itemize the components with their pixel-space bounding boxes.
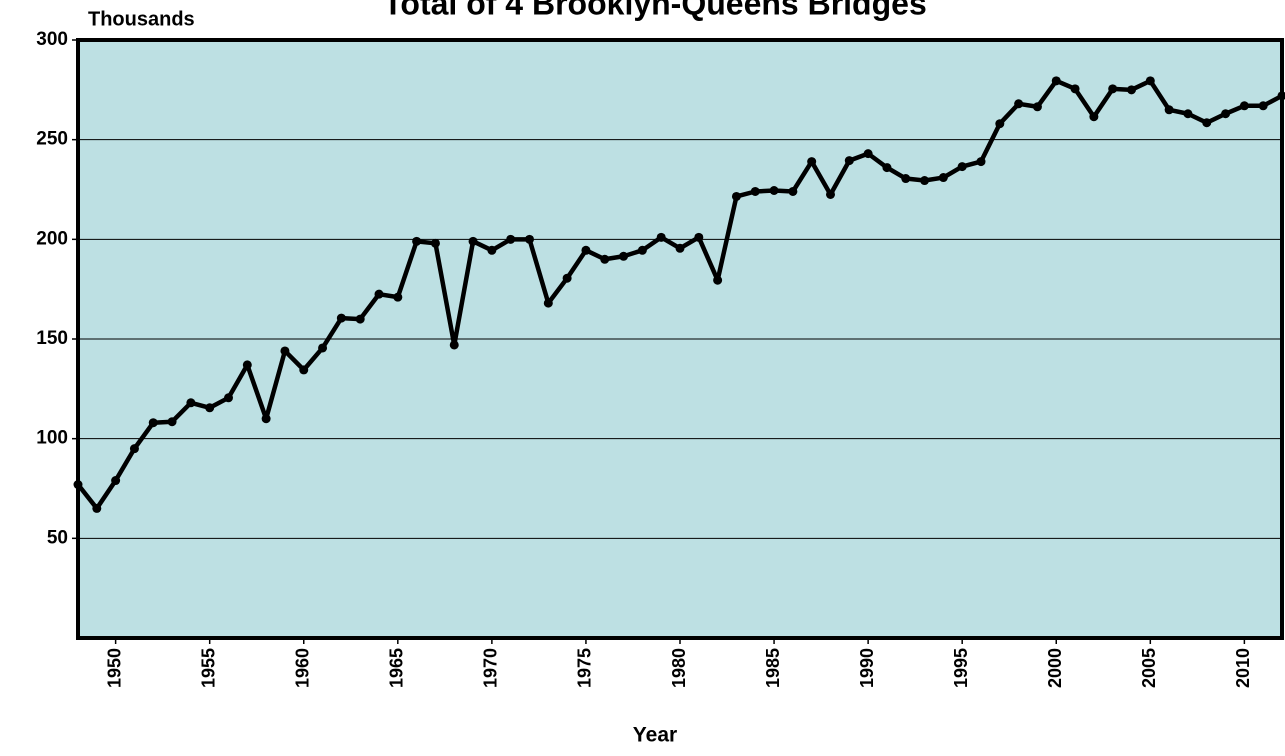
data-point [1183, 109, 1192, 118]
data-point [676, 244, 685, 253]
data-point [168, 417, 177, 426]
data-point [826, 190, 835, 199]
data-point [205, 403, 214, 412]
data-point [262, 414, 271, 423]
data-point [412, 237, 421, 246]
x-tick-label: 1985 [763, 648, 783, 688]
x-tick-label: 1975 [575, 648, 595, 688]
x-tick-label: 1955 [198, 648, 218, 688]
x-tick-label: 1990 [857, 648, 877, 688]
chart-title: Total of 4 Brooklyn-Queens Bridges [383, 0, 926, 21]
x-tick-label: 1995 [951, 648, 971, 688]
data-point [130, 444, 139, 453]
y-tick-label: 100 [36, 428, 68, 449]
data-point [431, 239, 440, 248]
data-point [1240, 101, 1249, 110]
data-point [694, 233, 703, 242]
data-point [1014, 99, 1023, 108]
y-tick-label: 50 [47, 527, 68, 548]
data-point [506, 235, 515, 244]
data-point [713, 276, 722, 285]
data-point [393, 293, 402, 302]
data-point [732, 192, 741, 201]
data-point [149, 418, 158, 427]
data-point [807, 157, 816, 166]
data-point [243, 360, 252, 369]
data-point [280, 346, 289, 355]
data-point [92, 504, 101, 513]
data-point [224, 393, 233, 402]
data-point [318, 343, 327, 352]
data-point [1127, 85, 1136, 94]
x-tick-label: 1950 [104, 648, 124, 688]
data-point [1071, 84, 1080, 93]
data-point [788, 187, 797, 196]
data-point [939, 173, 948, 182]
data-point [619, 252, 628, 261]
data-point [487, 246, 496, 255]
data-point [977, 157, 986, 166]
data-point [1033, 102, 1042, 111]
y-tick-label: 300 [36, 29, 68, 50]
data-point [581, 246, 590, 255]
data-point [1221, 109, 1230, 118]
y-tick-label: 200 [36, 228, 68, 249]
data-point [299, 365, 308, 374]
x-tick-label: 2000 [1045, 648, 1065, 688]
data-point [901, 174, 910, 183]
y-tick-label: 250 [36, 129, 68, 150]
x-tick-label: 1960 [293, 648, 313, 688]
data-point [1202, 118, 1211, 127]
data-point [1165, 105, 1174, 114]
data-point [186, 398, 195, 407]
data-point [657, 233, 666, 242]
data-point [958, 162, 967, 171]
data-point [638, 246, 647, 255]
x-tick-label: 1970 [481, 648, 501, 688]
x-axis-label: Year [633, 724, 677, 747]
data-point [1089, 112, 1098, 121]
data-point [1146, 76, 1155, 85]
x-tick-label: 2010 [1233, 648, 1253, 688]
x-tick-label: 1965 [387, 648, 407, 688]
data-point [1108, 84, 1117, 93]
data-point [600, 255, 609, 264]
data-point [864, 149, 873, 158]
data-point [544, 299, 553, 308]
data-point [356, 315, 365, 324]
data-point [995, 119, 1004, 128]
data-point [920, 176, 929, 185]
x-tick-label: 1980 [669, 648, 689, 688]
x-tick-label: 2005 [1139, 648, 1159, 688]
data-point [469, 237, 478, 246]
data-point [1259, 101, 1268, 110]
data-point [111, 476, 120, 485]
data-point [751, 187, 760, 196]
data-point [450, 340, 459, 349]
data-point [770, 186, 779, 195]
data-point [845, 156, 854, 165]
y-tick-label: 150 [36, 328, 68, 349]
data-point [337, 314, 346, 323]
data-point [1052, 76, 1061, 85]
data-point [525, 235, 534, 244]
data-point [563, 274, 572, 283]
data-point [375, 290, 384, 299]
data-point [74, 480, 83, 489]
data-point [882, 163, 891, 172]
y-axis-label: Thousands [88, 8, 195, 30]
